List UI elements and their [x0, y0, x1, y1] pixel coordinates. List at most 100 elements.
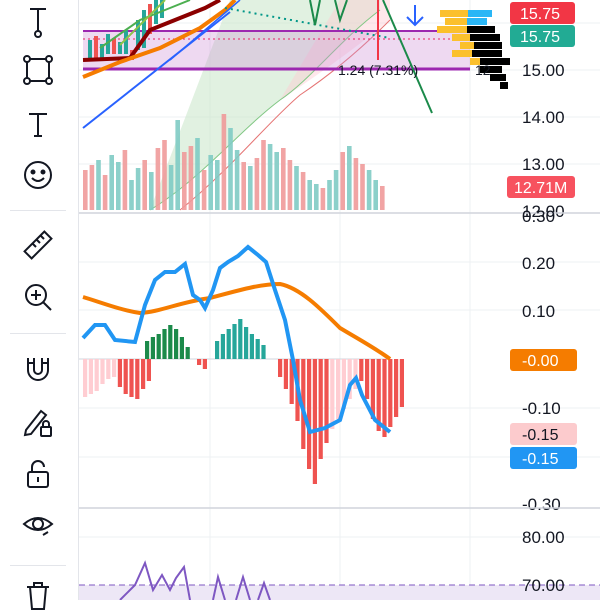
- magnet-tool[interactable]: [14, 347, 62, 391]
- macd-histogram-bar: [278, 359, 283, 377]
- zoom-in-icon: [25, 284, 52, 311]
- trend-line-blue-2: [169, 0, 241, 61]
- volume-bar: [294, 166, 299, 210]
- price-axis-tick: 13.00: [522, 155, 565, 174]
- volume-profile-row: [500, 82, 508, 89]
- macd-histogram-bar: [83, 359, 88, 397]
- rsi-line: [119, 560, 271, 601]
- macd-histogram-bar: [289, 359, 294, 404]
- volume-profile-row: [452, 50, 472, 57]
- ichimoku-cloud-green: [150, 0, 380, 210]
- volume-profile-row: [468, 10, 492, 17]
- candle: [112, 38, 116, 54]
- text-icon: [29, 113, 47, 137]
- eye-tool[interactable]: [14, 502, 62, 546]
- macd-pane[interactable]: 0.30 0.20 0.10 -0.10 -0.30 -0.00 -0.15 -…: [79, 207, 577, 514]
- macd-histogram-bar: [255, 339, 260, 359]
- unlock-tool[interactable]: [14, 452, 62, 496]
- volume-bar: [228, 128, 233, 210]
- macd-badge-text: -0.15: [522, 451, 559, 468]
- eye-icon: [22, 517, 54, 536]
- candle: [148, 4, 152, 34]
- drawing-toolbar: [0, 0, 79, 610]
- volume-bar: [168, 165, 174, 210]
- ruler-tool[interactable]: [14, 223, 62, 267]
- macd-axis-tick: 0.30: [522, 207, 555, 226]
- macd-histogram-bar: [179, 337, 184, 359]
- text-tool[interactable]: [14, 102, 62, 146]
- volume-bar: [162, 140, 167, 210]
- macd-histogram-bar: [197, 359, 202, 365]
- price-change-annotation-extra: 12: [475, 62, 491, 78]
- macd-histogram-bar: [129, 359, 134, 397]
- macd-histogram: [83, 319, 404, 484]
- rsi-band: [79, 585, 600, 600]
- pencil-lock-tool[interactable]: [14, 400, 62, 444]
- toolbar-divider: [10, 565, 66, 566]
- trend-line-blue: [82, 11, 231, 129]
- volume-bar: [208, 155, 213, 210]
- ichimoku-cloud-line-red: [179, 19, 391, 211]
- volume-profile-row: [490, 74, 506, 81]
- macd-histogram-bar: [145, 341, 150, 359]
- macd-axis-tick: 0.20: [522, 254, 555, 273]
- macd-histogram-bar: [220, 334, 225, 359]
- volume-bar: [327, 180, 332, 210]
- volume-bar: [102, 175, 108, 210]
- macd-axis-tick: -0.10: [522, 399, 561, 418]
- volume-bar: [129, 180, 134, 210]
- macd-histogram-bar: [394, 359, 399, 417]
- zoom-in-tool[interactable]: [14, 275, 62, 319]
- rsi-pane[interactable]: 80.00 70.00: [79, 528, 600, 601]
- chart-area[interactable]: 1.24 (7.31%) 12 15.00 14.00 13.00 12.00 …: [79, 0, 600, 601]
- price-pane[interactable]: 1.24 (7.31%) 12 15.00 14.00 13.00 12.00 …: [82, 0, 575, 221]
- macd-badge: [510, 447, 577, 469]
- volume-bar: [287, 160, 293, 210]
- volume-bar: [281, 148, 286, 210]
- macd-histogram-bar: [162, 329, 167, 359]
- macd-histogram-bar: [382, 359, 387, 437]
- emoji-tool[interactable]: [14, 153, 62, 197]
- macd-histogram-bar: [341, 359, 346, 409]
- macd-histogram-bar: [261, 345, 266, 359]
- macd-histogram-bar: [353, 359, 358, 389]
- candle: [154, 0, 158, 24]
- volume-profile-row: [474, 42, 502, 49]
- trend-line-dotted-teal: [224, 7, 391, 39]
- measure-line-tool[interactable]: [14, 0, 62, 44]
- volume-bars: [83, 114, 385, 210]
- volume-bar: [83, 170, 88, 210]
- volume-bar: [333, 170, 339, 210]
- macd-histogram-bar: [365, 359, 370, 399]
- trash-tool[interactable]: [14, 572, 62, 616]
- toolbar-divider: [10, 210, 66, 211]
- trend-line-green: [382, 0, 433, 114]
- rectangle-tool[interactable]: [14, 48, 62, 92]
- macd-histogram-bar: [244, 327, 249, 359]
- candlesticks: [88, 0, 164, 60]
- unlock-icon: [27, 460, 49, 488]
- volume-bar: [267, 144, 273, 210]
- candle: [118, 42, 122, 54]
- volume-bar: [155, 148, 161, 210]
- rsi-axis-tick: 80.00: [522, 528, 565, 547]
- candle: [94, 36, 98, 58]
- volume-profile-row: [467, 26, 495, 33]
- volume-profile: [437, 10, 510, 89]
- volume-bar: [142, 160, 147, 210]
- magnet-icon: [27, 358, 49, 381]
- macd-histogram-bar: [94, 359, 99, 391]
- macd-histogram-bar: [232, 324, 237, 359]
- macd-histogram-bar: [307, 359, 312, 469]
- measure-line-icon: [30, 8, 46, 38]
- volume-bar: [320, 188, 326, 210]
- chart-canvas[interactable]: 1.24 (7.31%) 12 15.00 14.00 13.00 12.00 …: [79, 0, 600, 601]
- volume-bar: [195, 138, 200, 210]
- volume-profile-row: [460, 42, 474, 49]
- volume-profile-row: [445, 18, 467, 25]
- candle: [136, 20, 140, 50]
- volume-bar: [366, 170, 372, 210]
- macd-histogram-bar: [399, 359, 404, 407]
- volume-bar: [340, 152, 345, 210]
- macd-axis-tick: -0.30: [522, 495, 561, 514]
